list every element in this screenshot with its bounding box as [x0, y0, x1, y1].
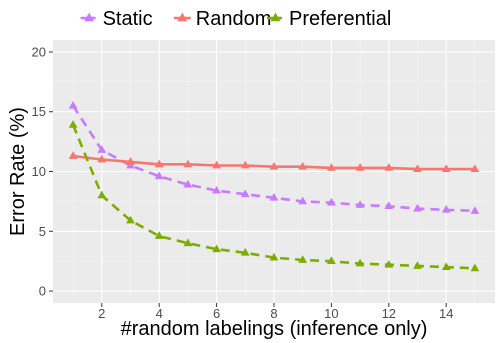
series-layer — [68, 100, 480, 272]
x-tick-label: 14 — [439, 306, 453, 321]
legend-item-random: Random — [173, 8, 272, 30]
y-tick-label: 10 — [32, 164, 46, 179]
data-point-preferential — [298, 255, 308, 263]
data-point-random — [413, 164, 422, 172]
data-point-preferential — [355, 258, 365, 267]
data-point-preferential — [97, 190, 107, 199]
data-point-random — [97, 154, 107, 163]
data-point-random — [384, 163, 394, 171]
y-tick-label: 15 — [32, 104, 46, 119]
legend-label: Static — [103, 8, 153, 30]
series-random — [68, 151, 480, 172]
data-point-random — [441, 164, 451, 172]
data-point-static — [441, 205, 451, 213]
data-point-random — [269, 161, 279, 170]
data-point-random — [183, 159, 193, 168]
data-point-preferential — [269, 252, 279, 261]
x-tick-label: 8 — [270, 306, 277, 321]
data-point-static — [298, 196, 308, 205]
data-point-random — [355, 163, 365, 171]
data-point-random — [212, 160, 221, 169]
data-point-preferential — [413, 261, 422, 269]
x-tick-label: 10 — [324, 306, 338, 321]
data-point-preferential — [68, 120, 78, 128]
axes: 0 5 10 15 20 2 4 6 8 10 12 14 — [32, 44, 454, 321]
legend-item-preferential: Preferential — [267, 8, 391, 30]
data-point-preferential — [441, 262, 451, 271]
x-tick-label: 6 — [213, 306, 220, 321]
data-point-preferential — [384, 259, 394, 268]
data-point-static — [413, 203, 422, 212]
data-point-preferential — [240, 248, 250, 256]
y-tick-label: 5 — [39, 224, 46, 239]
x-tick-label: 12 — [382, 306, 396, 321]
x-axis-title: #random labelings (inference only) — [121, 318, 428, 340]
data-point-random — [327, 163, 336, 171]
data-point-random — [470, 164, 480, 172]
data-point-static — [154, 171, 164, 180]
legend-key-marker — [177, 12, 188, 22]
series-static — [68, 100, 480, 214]
legend-item-static: Static — [80, 8, 153, 30]
data-point-static — [183, 179, 193, 188]
legend-label: Preferential — [289, 8, 391, 30]
data-point-static — [212, 185, 221, 194]
legend: Static Random Preferential — [80, 8, 391, 30]
data-point-preferential — [154, 231, 164, 239]
data-point-static — [97, 145, 107, 153]
data-point-static — [384, 201, 394, 210]
legend-key-marker — [270, 12, 281, 22]
data-point-static — [269, 193, 279, 201]
data-point-static — [327, 197, 336, 206]
y-axis-title: Error Rate (%) — [7, 107, 29, 236]
y-tick-label: 20 — [32, 44, 46, 59]
data-point-static — [240, 189, 250, 198]
data-point-preferential — [126, 215, 135, 224]
data-point-random — [126, 157, 135, 165]
data-point-random — [154, 159, 164, 168]
series-preferential — [68, 120, 480, 272]
y-tick-label: 0 — [39, 284, 46, 299]
data-point-static — [470, 206, 480, 214]
data-point-preferential — [470, 263, 480, 272]
x-tick-label: 4 — [156, 306, 163, 321]
x-tick-label: 2 — [98, 306, 105, 321]
data-point-preferential — [212, 244, 221, 253]
grid-lines — [53, 40, 495, 303]
data-point-preferential — [327, 256, 336, 265]
data-point-random — [240, 160, 250, 169]
legend-label: Random — [196, 8, 272, 30]
data-point-static — [68, 100, 78, 109]
data-point-random — [298, 161, 308, 170]
legend-key-marker — [84, 12, 95, 22]
data-point-preferential — [183, 238, 193, 247]
data-point-random — [68, 151, 78, 159]
data-point-static — [355, 200, 365, 208]
